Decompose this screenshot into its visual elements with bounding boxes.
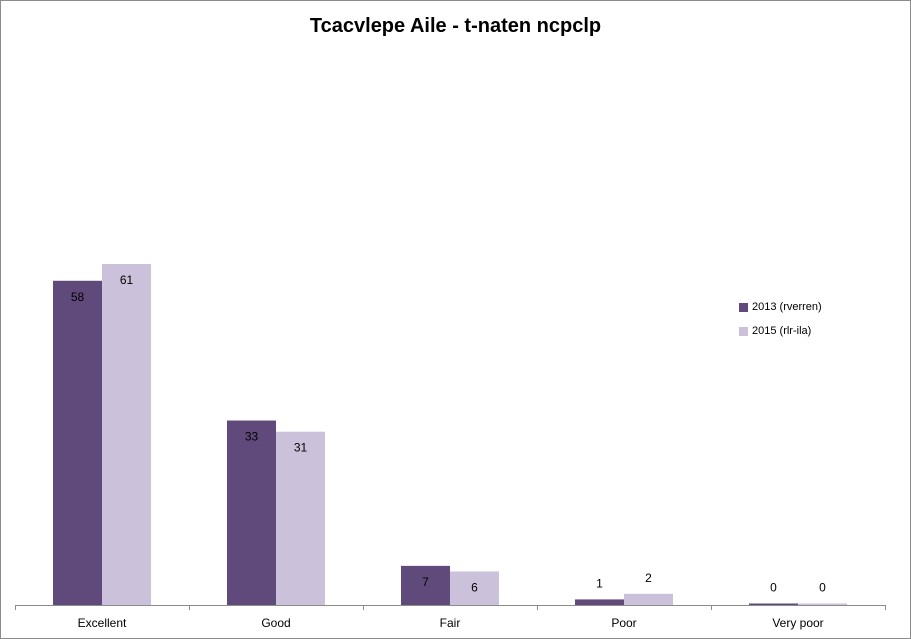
bar-2-excellent — [102, 264, 151, 605]
bar-2-very-poor — [798, 603, 847, 605]
data-label: 0 — [819, 581, 826, 595]
legend-swatch-series-1 — [739, 302, 748, 312]
bar-1-fair — [401, 565, 450, 605]
data-label: 58 — [71, 290, 85, 304]
data-label: 1 — [596, 576, 603, 590]
chart-title: Tcacvlepe Aile - t-naten ncpclp — [309, 15, 602, 37]
x-tick-label: Excellent — [78, 616, 127, 630]
legend-item-series-1: 2013 (rverren) — [739, 295, 822, 319]
x-tick-label: Very poor — [772, 616, 823, 630]
bar-1-good — [227, 420, 276, 605]
data-label: 61 — [120, 273, 134, 287]
bar-1-very-poor — [749, 603, 798, 605]
legend-label-series-2: 2015 (rlr-ila) — [752, 325, 812, 337]
legend-item-series-2: 2015 (rlr-ila) — [739, 319, 822, 343]
data-label: 6 — [471, 580, 478, 594]
bar-1-excellent — [53, 280, 102, 605]
data-label: 33 — [245, 430, 259, 444]
x-tick-label: Poor — [611, 616, 636, 630]
bar-2-poor — [624, 593, 673, 605]
bar-2-fair — [450, 571, 499, 605]
data-label: 7 — [422, 575, 429, 589]
legend-label-series-1: 2013 (rverren) — [752, 301, 822, 313]
bar-1-poor — [575, 599, 624, 605]
data-label: 2 — [645, 571, 652, 585]
x-tick-label: Good — [261, 616, 290, 630]
data-label: 31 — [294, 441, 308, 455]
x-tick-label: Fair — [440, 616, 461, 630]
data-label: 0 — [770, 581, 777, 595]
legend: 2013 (rverren) 2015 (rlr-ila) — [739, 295, 822, 343]
legend-swatch-series-2 — [739, 326, 748, 336]
bar-2-good — [276, 431, 325, 605]
